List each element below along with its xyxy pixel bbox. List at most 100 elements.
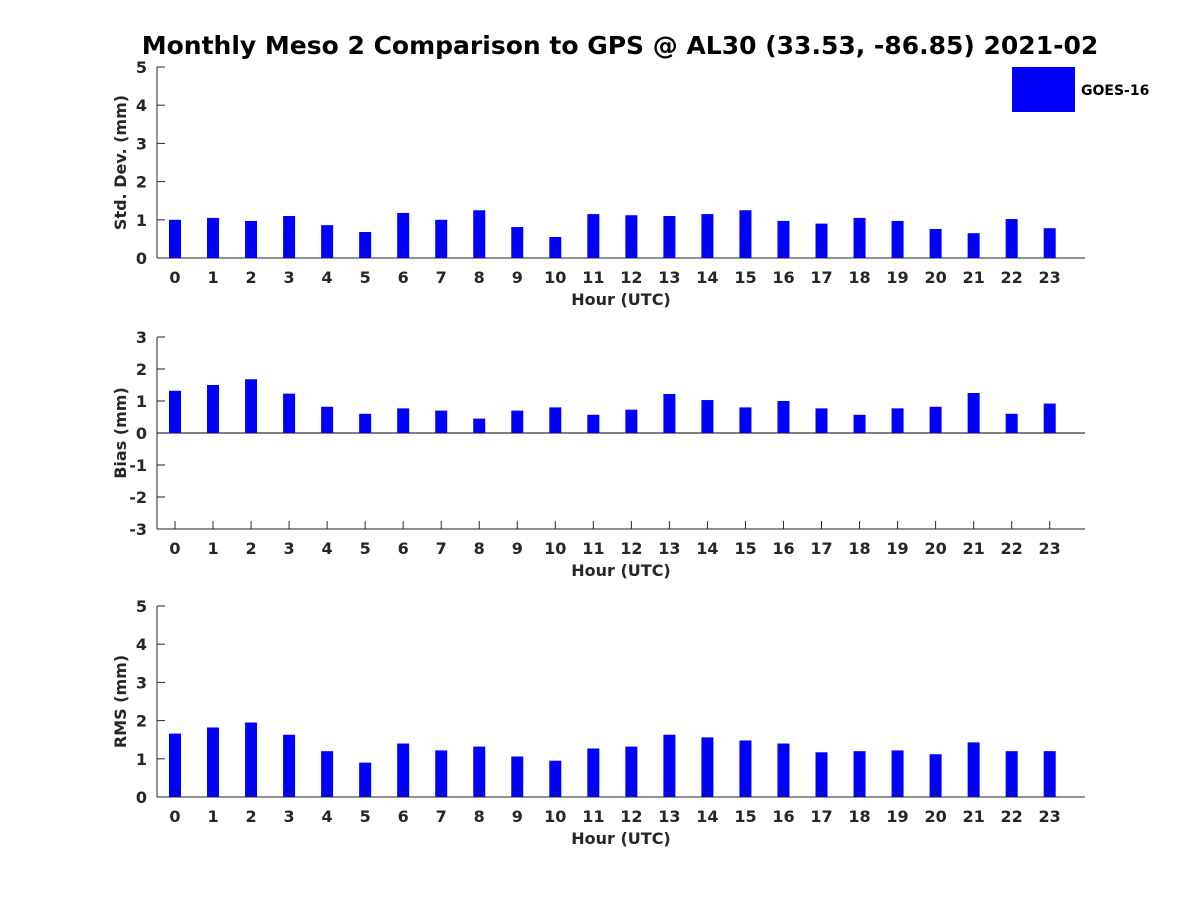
x-axis-label: Hour (UTC) <box>571 561 671 580</box>
x-tick-label: 7 <box>436 268 447 287</box>
x-tick-label: 2 <box>245 807 256 826</box>
x-tick-label: 3 <box>284 539 295 558</box>
x-tick-label: 16 <box>772 539 794 558</box>
bar-hour-7 <box>435 750 448 797</box>
x-tick-label: 13 <box>658 539 680 558</box>
bar-hour-15 <box>739 210 752 258</box>
bar-hour-4 <box>321 751 334 797</box>
bar-hour-3 <box>283 215 296 258</box>
y-tick-label: 3 <box>136 673 147 692</box>
x-tick-label: 17 <box>810 807 832 826</box>
x-tick-label: 0 <box>169 807 180 826</box>
x-tick-label: 12 <box>620 807 642 826</box>
bar-hour-21 <box>967 393 980 433</box>
x-tick-label: 5 <box>360 807 371 826</box>
x-tick-label: 22 <box>1001 539 1023 558</box>
x-tick-label: 16 <box>772 268 794 287</box>
bar-hour-23 <box>1043 751 1056 797</box>
bar-hour-13 <box>663 734 676 797</box>
bar-hour-2 <box>245 220 258 258</box>
x-tick-label: 21 <box>962 539 984 558</box>
bar-hour-9 <box>511 227 524 258</box>
bar-hour-5 <box>359 232 372 258</box>
x-tick-label: 2 <box>245 539 256 558</box>
bar-hour-17 <box>815 752 828 797</box>
y-tick-label: 5 <box>136 58 147 77</box>
bar-hour-15 <box>739 407 752 433</box>
bar-hour-16 <box>777 220 790 258</box>
bar-hour-15 <box>739 740 752 797</box>
bar-hour-13 <box>663 393 676 433</box>
bar-hour-21 <box>967 233 980 258</box>
x-tick-label: 18 <box>848 268 870 287</box>
x-tick-label: 16 <box>772 807 794 826</box>
bar-hour-3 <box>283 393 296 433</box>
x-tick-label: 15 <box>734 268 756 287</box>
bar-hour-18 <box>853 414 866 433</box>
bar-hour-4 <box>321 225 334 258</box>
bar-hour-12 <box>625 746 638 797</box>
x-tick-label: 9 <box>512 539 523 558</box>
x-tick-label: 20 <box>924 807 946 826</box>
x-tick-label: 3 <box>284 807 295 826</box>
bar-hour-14 <box>701 214 714 258</box>
bar-hour-13 <box>663 215 676 258</box>
bar-hour-11 <box>587 214 600 258</box>
x-tick-label: 22 <box>1001 268 1023 287</box>
y-tick-label: 1 <box>136 211 147 230</box>
y-tick-label: 5 <box>136 597 147 616</box>
x-tick-label: 14 <box>696 807 718 826</box>
x-tick-label: 9 <box>512 268 523 287</box>
x-tick-label: 22 <box>1001 807 1023 826</box>
bar-hour-6 <box>397 212 410 258</box>
x-tick-label: 6 <box>398 268 409 287</box>
bar-hour-9 <box>511 756 524 797</box>
bar-hour-2 <box>245 722 258 797</box>
x-tick-label: 11 <box>582 807 604 826</box>
bar-hour-14 <box>701 400 714 433</box>
bar-hour-12 <box>625 409 638 433</box>
bar-hour-1 <box>207 385 220 433</box>
x-tick-label: 11 <box>582 268 604 287</box>
x-tick-label: 23 <box>1039 807 1061 826</box>
bar-hour-7 <box>435 410 448 433</box>
bar-hour-19 <box>891 408 904 433</box>
bar-hour-10 <box>549 760 562 797</box>
x-tick-label: 18 <box>848 539 870 558</box>
x-tick-label: 18 <box>848 807 870 826</box>
chart-title: Monthly Meso 2 Comparison to GPS @ AL30 … <box>142 31 1099 60</box>
bar-hour-16 <box>777 401 790 433</box>
bar-hour-23 <box>1043 403 1056 433</box>
y-tick-label: 4 <box>136 96 147 115</box>
bar-hour-1 <box>207 217 220 258</box>
x-tick-label: 4 <box>322 807 333 826</box>
x-tick-label: 20 <box>924 539 946 558</box>
bar-hour-0 <box>169 390 181 433</box>
x-tick-label: 11 <box>582 539 604 558</box>
bar-hour-18 <box>853 751 866 797</box>
x-tick-label: 13 <box>658 807 680 826</box>
bar-hour-20 <box>929 406 942 433</box>
x-tick-label: 3 <box>284 268 295 287</box>
x-tick-label: 4 <box>322 539 333 558</box>
x-tick-label: 5 <box>360 268 371 287</box>
y-tick-label: 2 <box>136 173 147 192</box>
bar-hour-0 <box>169 219 181 258</box>
bar-hour-20 <box>929 228 942 258</box>
y-tick-label: 4 <box>136 635 147 654</box>
bar-hour-22 <box>1005 751 1018 797</box>
bar-hour-1 <box>207 727 220 797</box>
x-tick-label: 5 <box>360 539 371 558</box>
bar-hour-7 <box>435 219 448 258</box>
x-tick-label: 14 <box>696 268 718 287</box>
bar-hour-8 <box>473 418 486 433</box>
legend-label: GOES-16 <box>1081 83 1149 99</box>
bar-hour-22 <box>1005 413 1018 433</box>
y-axis-label: Std. Dev. (mm) <box>111 95 130 230</box>
x-tick-label: 21 <box>962 268 984 287</box>
x-tick-label: 21 <box>962 807 984 826</box>
bar-hour-21 <box>967 742 980 797</box>
